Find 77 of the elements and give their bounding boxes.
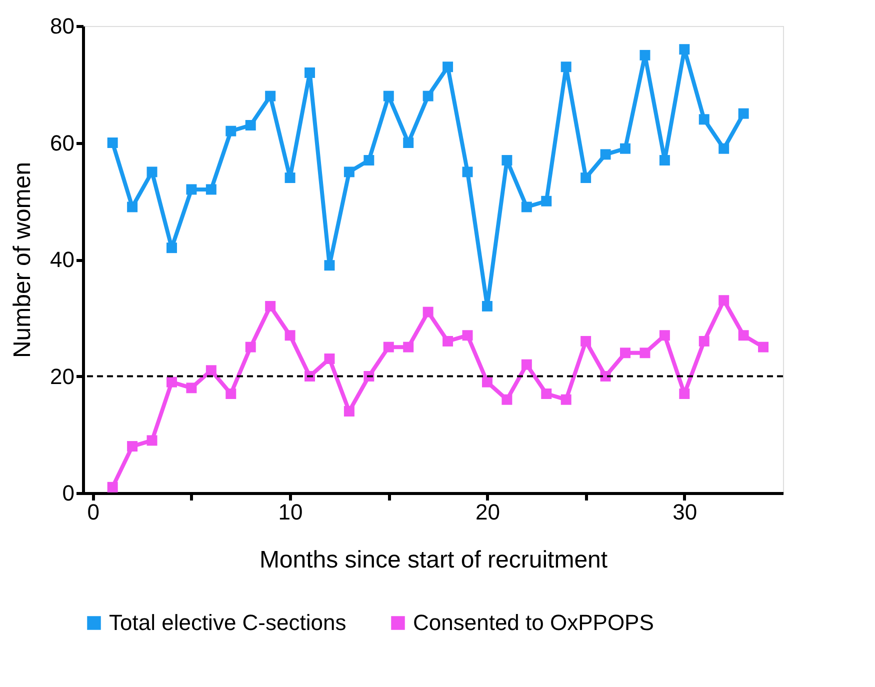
point xyxy=(442,62,454,72)
legend-label: Consented to OxPPOPS xyxy=(413,610,654,635)
point xyxy=(442,336,454,346)
point xyxy=(482,376,492,388)
point xyxy=(146,166,158,178)
point xyxy=(127,441,138,452)
point xyxy=(659,155,670,166)
point xyxy=(679,44,690,55)
point xyxy=(560,394,572,405)
point xyxy=(521,359,532,370)
point xyxy=(738,330,749,341)
point xyxy=(265,300,276,312)
point xyxy=(679,388,690,400)
point xyxy=(245,120,256,130)
point xyxy=(206,184,216,195)
point xyxy=(422,90,434,102)
point xyxy=(698,114,710,125)
point xyxy=(600,149,611,160)
point xyxy=(206,365,216,376)
point xyxy=(324,260,335,271)
point xyxy=(403,342,414,352)
point xyxy=(284,330,296,341)
point xyxy=(541,388,552,400)
point xyxy=(146,435,158,446)
point xyxy=(521,202,532,212)
point xyxy=(560,62,572,72)
point xyxy=(718,295,730,306)
point xyxy=(738,108,749,119)
point xyxy=(226,388,236,400)
point xyxy=(107,482,118,492)
point xyxy=(620,348,630,358)
point xyxy=(324,353,335,364)
point xyxy=(107,138,118,148)
y-tick-label: 80 xyxy=(50,14,74,38)
point xyxy=(186,382,197,394)
point xyxy=(659,330,670,341)
point xyxy=(344,166,354,178)
x-tick-label: 0 xyxy=(87,500,100,524)
point xyxy=(462,166,473,178)
point xyxy=(166,376,177,388)
y-tick-label: 40 xyxy=(50,247,74,272)
point xyxy=(127,202,138,212)
point xyxy=(383,342,394,352)
point xyxy=(502,394,512,405)
y-axis-title: Number of women xyxy=(9,162,36,358)
point xyxy=(344,406,354,417)
point xyxy=(364,155,374,166)
point xyxy=(698,336,710,346)
y-tick-label: 60 xyxy=(50,130,74,156)
point xyxy=(580,172,592,184)
point xyxy=(541,196,552,206)
point xyxy=(166,242,177,254)
y-tick-label: 20 xyxy=(50,364,74,389)
point xyxy=(284,172,296,184)
point xyxy=(502,155,512,166)
point xyxy=(462,330,473,341)
point xyxy=(758,342,769,352)
legend-label: Total elective C-sections xyxy=(109,610,346,635)
y-tick-label: 0 xyxy=(62,480,74,506)
x-tick-label: 10 xyxy=(278,500,303,524)
point xyxy=(640,50,650,60)
point xyxy=(265,90,276,102)
x-axis-title: Months since start of recruitment xyxy=(259,546,608,574)
point xyxy=(226,126,236,136)
x-tick-label: 30 xyxy=(672,500,698,524)
point xyxy=(718,143,730,154)
point xyxy=(580,336,592,346)
point xyxy=(640,348,650,358)
point xyxy=(245,342,256,352)
point xyxy=(304,67,316,78)
point xyxy=(383,90,394,102)
point xyxy=(482,300,492,312)
point xyxy=(620,143,630,154)
point xyxy=(186,184,197,195)
point xyxy=(422,306,434,318)
x-tick-label: 20 xyxy=(475,500,500,524)
point xyxy=(403,138,414,148)
